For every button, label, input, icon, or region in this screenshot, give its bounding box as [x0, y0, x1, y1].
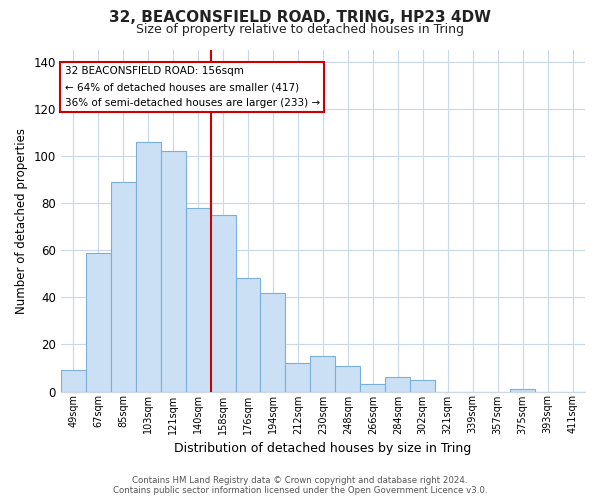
Text: 32 BEACONSFIELD ROAD: 156sqm
← 64% of detached houses are smaller (417)
36% of s: 32 BEACONSFIELD ROAD: 156sqm ← 64% of de…	[65, 66, 320, 108]
Bar	[185, 208, 211, 392]
Bar	[361, 384, 385, 392]
Bar	[236, 278, 260, 392]
Bar	[86, 252, 111, 392]
Bar	[410, 380, 435, 392]
Bar	[61, 370, 86, 392]
Bar	[286, 364, 310, 392]
Text: 32, BEACONSFIELD ROAD, TRING, HP23 4DW: 32, BEACONSFIELD ROAD, TRING, HP23 4DW	[109, 10, 491, 25]
Bar	[211, 215, 236, 392]
Bar	[111, 182, 136, 392]
Bar	[310, 356, 335, 392]
X-axis label: Distribution of detached houses by size in Tring: Distribution of detached houses by size …	[174, 442, 472, 455]
Bar	[510, 389, 535, 392]
Bar	[136, 142, 161, 392]
Bar	[260, 292, 286, 392]
Bar	[335, 366, 361, 392]
Text: Size of property relative to detached houses in Tring: Size of property relative to detached ho…	[136, 22, 464, 36]
Bar	[161, 152, 185, 392]
Text: Contains HM Land Registry data © Crown copyright and database right 2024.
Contai: Contains HM Land Registry data © Crown c…	[113, 476, 487, 495]
Bar	[385, 378, 410, 392]
Y-axis label: Number of detached properties: Number of detached properties	[15, 128, 28, 314]
